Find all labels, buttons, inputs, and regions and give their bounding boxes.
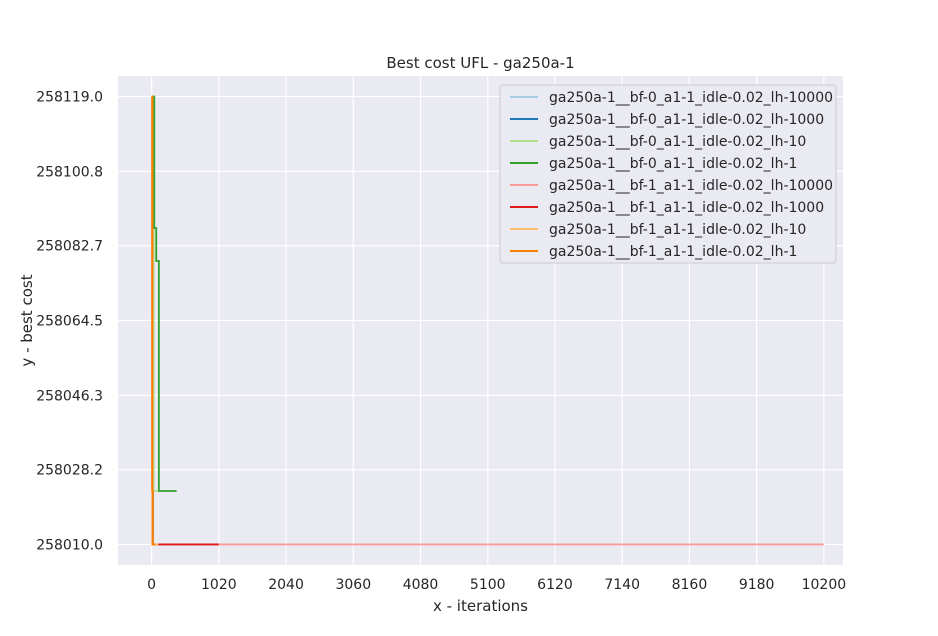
x-axis-label: x - iterations: [433, 597, 528, 615]
series-line-8: [151, 95, 156, 546]
legend-entry-3: ga250a-1__bf-0_a1-1_idle-0.02_lh-10: [549, 134, 806, 150]
legend-entry-8: ga250a-1__bf-1_a1-1_idle-0.02_lh-1: [549, 244, 797, 260]
x-tick-label: 5100: [470, 577, 506, 593]
legend-entry-5: ga250a-1__bf-1_a1-1_idle-0.02_lh-10000: [549, 178, 833, 194]
y-tick-label: 258100.8: [36, 164, 103, 180]
legend-entry-1: ga250a-1__bf-0_a1-1_idle-0.02_lh-10000: [549, 90, 833, 106]
x-tick-label: 6120: [537, 577, 573, 593]
x-tick-label: 1020: [201, 577, 237, 593]
legend-entry-6: ga250a-1__bf-1_a1-1_idle-0.02_lh-1000: [549, 200, 824, 216]
y-tick-label: 258119.0: [36, 90, 103, 106]
chart-title: Best cost UFL - ga250a-1: [386, 54, 574, 72]
series-line-4: [151, 95, 177, 492]
x-tick-label: 3060: [335, 577, 371, 593]
x-tick-labels: 0 1020 2040 3060 4080 5100 6120 7140 8160 9180 102…: [147, 577, 846, 593]
legend-entry-4: ga250a-1__bf-0_a1-1_idle-0.02_lh-1: [549, 156, 797, 172]
x-tick-label: 4080: [403, 577, 439, 593]
y-tick-label: 258064.5: [36, 314, 103, 330]
series-layer: [151, 95, 824, 546]
legend-box: [499, 84, 837, 264]
legend: ga250a-1__bf-0_a1-1_idle-0.02_lh-10000ga…: [499, 84, 837, 264]
y-tick-labels: 258010.0 258028.2 258046.3 258064.5 258082.7…: [36, 90, 103, 554]
y-axis-label: y - best cost: [18, 274, 36, 366]
x-tick-label: 2040: [268, 577, 304, 593]
legend-entry-2: ga250a-1__bf-0_a1-1_idle-0.02_lh-1000: [549, 112, 824, 128]
y-tick-label: 258028.2: [36, 463, 103, 479]
x-tick-label: 7140: [604, 577, 640, 593]
x-tick-label: 9180: [739, 577, 775, 593]
x-tick-label: 0: [147, 577, 156, 593]
x-tick-label: 8160: [672, 577, 708, 593]
y-tick-label: 258010.0: [36, 537, 103, 553]
y-tick-label: 258046.3: [36, 388, 103, 404]
legend-entry-7: ga250a-1__bf-1_a1-1_idle-0.02_lh-10: [549, 222, 806, 238]
y-tick-label: 258082.7: [36, 239, 103, 255]
x-tick-label: 10200: [802, 577, 847, 593]
